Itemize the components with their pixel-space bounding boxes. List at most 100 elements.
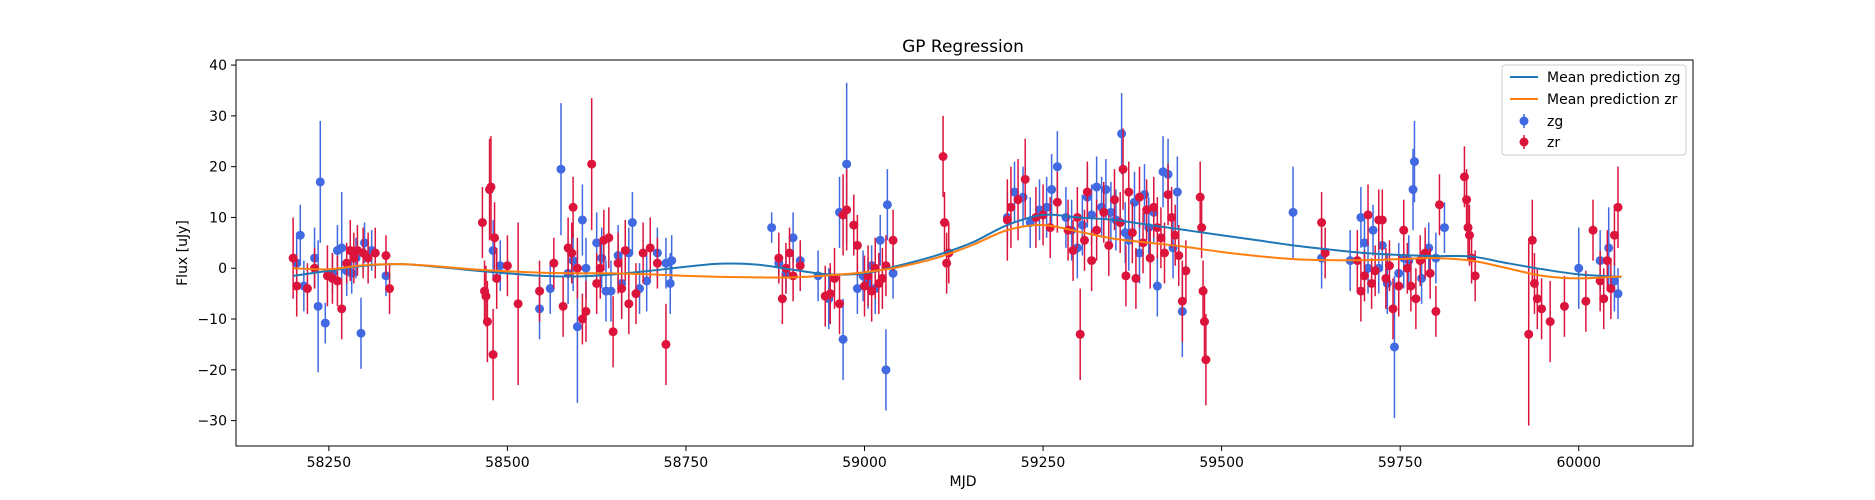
- data-marker: [568, 202, 578, 212]
- x-tick-label: 59750: [1378, 455, 1423, 471]
- data-marker: [1581, 296, 1591, 306]
- data-marker: [1363, 263, 1373, 273]
- data-marker: [381, 251, 391, 261]
- data-point: [1181, 240, 1191, 302]
- data-marker: [620, 245, 630, 255]
- y-tick-label: −10: [197, 312, 227, 328]
- data-marker: [852, 240, 862, 250]
- data-point: [1406, 260, 1416, 312]
- data-marker: [502, 261, 512, 271]
- data-marker: [835, 299, 845, 309]
- y-tick-label: 40: [209, 58, 227, 74]
- x-tick-label: 60000: [1556, 455, 1601, 471]
- data-point: [1356, 260, 1366, 322]
- legend: Mean prediction zg Mean prediction zr zg…: [1501, 64, 1687, 156]
- data-point: [295, 204, 305, 266]
- data-marker: [486, 182, 496, 192]
- data-marker: [652, 258, 662, 268]
- data-marker: [592, 278, 602, 288]
- data-marker: [1104, 240, 1114, 250]
- data-marker: [1156, 233, 1166, 243]
- y-tick-label: 10: [209, 210, 227, 226]
- data-point: [1025, 197, 1035, 248]
- data-marker: [545, 284, 555, 294]
- data-marker: [604, 233, 614, 243]
- data-point: [617, 258, 627, 320]
- data-point: [1588, 199, 1598, 261]
- data-point: [1389, 275, 1399, 419]
- data-marker: [535, 286, 545, 296]
- data-point: [774, 232, 784, 284]
- data-point: [645, 217, 655, 279]
- data-marker: [1152, 281, 1162, 291]
- data-point: [1177, 260, 1187, 342]
- data-point: [1075, 288, 1085, 380]
- data-point: [482, 280, 492, 363]
- data-marker: [385, 284, 395, 294]
- data-point: [1381, 247, 1391, 309]
- data-marker: [875, 235, 885, 245]
- data-marker: [1545, 317, 1555, 327]
- data-marker: [1604, 243, 1614, 253]
- data-marker: [1109, 195, 1119, 205]
- data-marker: [1532, 294, 1542, 304]
- data-marker: [1009, 187, 1019, 197]
- data-point: [385, 263, 395, 314]
- data-point: [572, 237, 582, 299]
- y-tick-label: −30: [197, 414, 227, 430]
- data-point: [549, 237, 559, 289]
- data-marker: [513, 299, 523, 309]
- data-marker: [1092, 182, 1102, 192]
- data-point: [292, 255, 302, 317]
- data-point: [1537, 278, 1547, 340]
- data-marker: [313, 301, 323, 311]
- data-point: [1409, 120, 1419, 203]
- data-marker: [1574, 263, 1584, 273]
- data-marker: [320, 318, 330, 328]
- data-marker: [1079, 235, 1089, 245]
- plot-area: [288, 82, 1623, 426]
- data-marker: [315, 177, 325, 187]
- series-line-mean-prediction-zr: [293, 224, 1622, 280]
- data-point: [356, 297, 366, 369]
- data-point: [608, 296, 618, 368]
- chart-title: GP Regression: [902, 37, 1024, 57]
- data-marker: [825, 289, 835, 299]
- data-point: [1047, 153, 1057, 226]
- data-marker: [1409, 157, 1419, 167]
- data-point: [642, 250, 652, 312]
- data-marker: [777, 294, 787, 304]
- data-marker: [795, 261, 805, 271]
- data-marker: [577, 215, 587, 225]
- data-marker: [356, 328, 366, 338]
- data-point: [830, 247, 840, 309]
- data-marker: [849, 220, 859, 230]
- data-marker: [882, 200, 892, 210]
- data-point: [1142, 179, 1152, 241]
- data-point: [1092, 199, 1102, 261]
- data-marker: [1288, 207, 1298, 217]
- data-point: [1118, 128, 1128, 210]
- data-point: [358, 227, 368, 279]
- data-marker: [860, 281, 870, 291]
- data-point: [345, 219, 355, 281]
- data-marker: [638, 248, 648, 258]
- data-point: [535, 260, 545, 322]
- data-marker: [1439, 223, 1449, 233]
- data-marker: [1163, 190, 1173, 200]
- data-marker: [1363, 210, 1373, 220]
- data-marker: [481, 291, 491, 301]
- data-point: [1320, 227, 1330, 279]
- data-point: [1134, 222, 1144, 284]
- data-marker: [577, 314, 587, 324]
- x-tick-label: 58500: [485, 455, 530, 471]
- data-marker: [1359, 271, 1369, 281]
- data-point: [877, 247, 887, 309]
- series-line-mean-prediction-zg: [292, 213, 1622, 278]
- data-marker: [1020, 174, 1030, 184]
- data-point: [1288, 166, 1298, 259]
- data-marker: [1537, 304, 1547, 314]
- data-marker: [1197, 223, 1207, 233]
- data-marker: [613, 258, 623, 268]
- data-point: [1172, 156, 1182, 228]
